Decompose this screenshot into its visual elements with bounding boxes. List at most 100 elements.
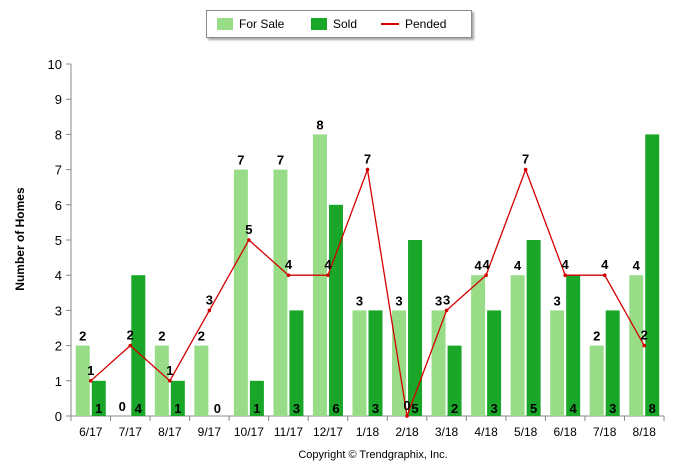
bar-for-sale — [273, 169, 288, 416]
x-tick-label: 1/18 — [356, 425, 380, 439]
data-label-pended: 3 — [206, 292, 213, 307]
bars — [75, 134, 660, 416]
data-label-pended: 0 — [403, 398, 410, 413]
data-label-pended: 1 — [166, 363, 173, 378]
data-label-for-sale: 3 — [395, 293, 402, 308]
legend-swatch-for-sale — [217, 18, 233, 30]
data-label-pended: 3 — [443, 292, 450, 307]
bar-for-sale — [431, 310, 446, 416]
data-label-for-sale: 7 — [277, 153, 284, 168]
bar-sold — [328, 204, 343, 416]
pended-point — [168, 379, 172, 383]
x-tick-label: 6/17 — [79, 425, 103, 439]
legend-swatch-pended — [381, 23, 399, 25]
data-label-pended: 7 — [364, 152, 371, 167]
data-label-for-sale: 4 — [474, 258, 482, 273]
legend-label-sold: Sold — [333, 17, 358, 31]
data-label-sold: 4 — [570, 401, 578, 416]
pended-point — [207, 308, 212, 313]
x-tick-label: 8/17 — [158, 425, 182, 439]
data-label-pended: 1 — [87, 363, 94, 378]
bar-for-sale — [629, 275, 644, 416]
x-tick-label: 3/18 — [435, 425, 459, 439]
data-label-for-sale: 8 — [316, 117, 323, 132]
data-label-for-sale: 0 — [119, 399, 126, 414]
data-label-pended: 4 — [324, 257, 332, 272]
bar-for-sale — [194, 345, 209, 416]
pended-point — [523, 167, 528, 172]
bar-sold — [487, 310, 502, 416]
x-tick-label: 7/17 — [119, 425, 143, 439]
data-label-sold: 1 — [253, 401, 260, 416]
x-tick-label: 12/17 — [313, 425, 343, 439]
y-tick-label: 5 — [55, 233, 62, 248]
data-label-pended: 2 — [641, 328, 648, 343]
data-label-for-sale: 3 — [435, 293, 442, 308]
copyright-text: Copyright © Trendgraphix, Inc. — [298, 449, 448, 461]
data-label-sold: 8 — [649, 401, 656, 416]
data-label-sold: 1 — [174, 401, 181, 416]
data-label-sold: 3 — [609, 401, 616, 416]
data-label-sold: 5 — [411, 401, 418, 416]
legend-label-for-sale: For Sale — [239, 17, 285, 31]
y-tick-label: 8 — [55, 127, 62, 142]
legend-label-pended: Pended — [405, 17, 447, 31]
data-label-sold: 3 — [490, 401, 497, 416]
y-tick-label: 9 — [55, 92, 62, 107]
data-label-for-sale: 7 — [237, 153, 244, 168]
bar-sold — [645, 134, 660, 416]
legend-item-pended: Pended — [381, 11, 446, 37]
x-tick-label: 6/18 — [553, 425, 577, 439]
y-tick-label: 0 — [55, 409, 62, 424]
x-tick-label: 4/18 — [474, 425, 498, 439]
bar-for-sale — [550, 310, 565, 416]
y-axis: 0 1 2 3 4 5 6 7 8 9 10 — [48, 57, 72, 424]
x-tick-label: 7/18 — [593, 425, 617, 439]
bar-sold — [605, 310, 620, 416]
data-label-for-sale: 2 — [158, 329, 165, 344]
pended-line-layer — [88, 167, 647, 419]
data-label-for-sale: 3 — [356, 293, 363, 308]
data-label-for-sale: 4 — [633, 258, 641, 273]
pended-point — [602, 273, 607, 278]
pended-point — [405, 414, 409, 418]
bar-for-sale — [471, 275, 486, 416]
bar-sold — [408, 240, 423, 416]
y-tick-label: 1 — [55, 374, 62, 389]
data-label-pended: 4 — [601, 257, 609, 272]
x-tick-label: 10/17 — [234, 425, 264, 439]
data-label-pended: 4 — [482, 257, 490, 272]
bar-sold — [91, 380, 106, 416]
bar-sold — [447, 345, 462, 416]
data-label-pended: 4 — [562, 257, 570, 272]
data-label-sold: 6 — [332, 401, 339, 416]
data-label-pended: 5 — [245, 222, 252, 237]
legend: For Sale Sold Pended — [206, 10, 472, 38]
pended-point — [444, 308, 449, 313]
y-tick-label: 3 — [55, 303, 62, 318]
pended-point — [128, 343, 133, 348]
x-tick-label: 9/17 — [198, 425, 222, 439]
pended-point — [286, 273, 291, 278]
pended-point — [247, 238, 251, 242]
data-label-for-sale: 3 — [554, 293, 561, 308]
bar-for-sale — [510, 275, 525, 416]
y-tick-label: 6 — [55, 198, 62, 213]
bar-for-sale — [352, 310, 367, 416]
pended-point — [563, 273, 567, 278]
data-label-pended: 4 — [285, 257, 293, 272]
bar-sold — [131, 275, 146, 416]
data-label-sold: 3 — [372, 401, 379, 416]
legend-item-for-sale: For Sale — [217, 11, 284, 37]
x-tick-label: 11/17 — [274, 425, 303, 439]
bar-sold — [170, 380, 185, 416]
y-tick-label: 10 — [48, 57, 62, 72]
data-label-for-sale: 2 — [593, 329, 600, 344]
data-label-sold: 4 — [135, 401, 143, 416]
pended-point — [326, 273, 330, 278]
bar-sold — [526, 240, 541, 416]
data-label-sold: 0 — [214, 401, 221, 416]
x-axis: 6/17 7/17 8/17 9/17 10/17 11/17 12/17 1/18 2/18 3… — [70, 415, 665, 439]
